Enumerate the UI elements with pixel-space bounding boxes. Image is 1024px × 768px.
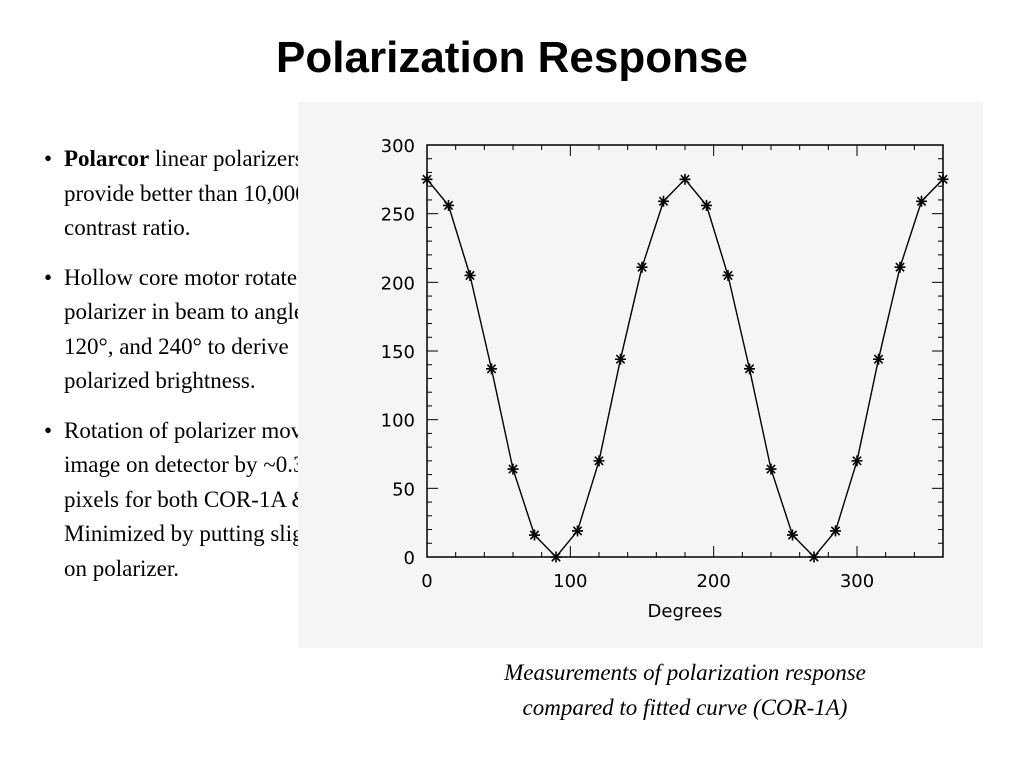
caption-line-2: compared to fitted curve (COR-1A) bbox=[522, 695, 848, 720]
data-point bbox=[701, 199, 712, 211]
bullet-item: • Polarcor linear polarizers provide bet… bbox=[44, 142, 354, 246]
data-point bbox=[507, 463, 519, 475]
bullet-text: linear polarizers provide better than 10… bbox=[64, 146, 325, 240]
data-point bbox=[722, 269, 734, 281]
plot-frame bbox=[426, 144, 944, 558]
data-point bbox=[808, 551, 820, 563]
x-tick-label: 0 bbox=[421, 571, 432, 592]
polarization-chart: 0 50 100 150 200 250 300 0 100 200 300 Degrees bbox=[381, 136, 949, 622]
y-tick-label: 0 bbox=[404, 548, 415, 569]
data-point bbox=[765, 463, 777, 475]
caption-line-1: Measurements of polarization response bbox=[504, 660, 866, 685]
x-tick-label: 100 bbox=[553, 571, 587, 592]
data-point bbox=[636, 261, 648, 273]
data-point bbox=[894, 261, 906, 273]
data-point bbox=[486, 363, 497, 375]
data-point bbox=[464, 269, 476, 281]
data-point bbox=[873, 353, 884, 365]
bullet-list: • Polarcor linear polarizers provide bet… bbox=[44, 142, 354, 601]
bullet-bold-term: Polarcor bbox=[64, 146, 150, 171]
data-point bbox=[744, 363, 755, 375]
data-point bbox=[593, 455, 605, 467]
data-point bbox=[443, 199, 454, 211]
y-tick-label: 300 bbox=[381, 136, 415, 157]
data-point bbox=[572, 525, 583, 537]
data-point bbox=[679, 173, 691, 185]
y-tick-label: 250 bbox=[381, 205, 415, 226]
y-tick-label: 50 bbox=[392, 479, 415, 500]
data-point bbox=[529, 529, 540, 541]
figure-caption: Measurements of polarization response co… bbox=[425, 655, 945, 725]
x-tick-label: 200 bbox=[696, 571, 730, 592]
data-point bbox=[916, 195, 927, 207]
y-tick-label: 200 bbox=[381, 273, 415, 294]
x-axis-label: Degrees bbox=[648, 601, 723, 622]
data-point bbox=[787, 529, 798, 541]
data-point bbox=[421, 173, 433, 185]
data-point bbox=[658, 195, 669, 207]
bullet-item: • Hollow core motor rotates polarizer in… bbox=[44, 261, 354, 399]
data-point bbox=[550, 551, 562, 563]
y-tick-label: 150 bbox=[381, 342, 415, 363]
y-tick-label: 100 bbox=[381, 411, 415, 432]
bullet-marker: • bbox=[44, 146, 53, 171]
data-point bbox=[615, 353, 626, 365]
chart-panel: 0 50 100 150 200 250 300 0 100 200 300 Degrees bbox=[298, 102, 983, 648]
bullet-marker: • bbox=[44, 264, 53, 290]
data-point bbox=[851, 455, 863, 467]
x-tick-label: 300 bbox=[840, 571, 874, 592]
slide-title: Polarization Response bbox=[276, 33, 748, 82]
data-point bbox=[830, 525, 841, 537]
data-point bbox=[937, 173, 949, 185]
bullet-marker: • bbox=[44, 417, 53, 443]
fitted-curve-line bbox=[426, 178, 944, 559]
